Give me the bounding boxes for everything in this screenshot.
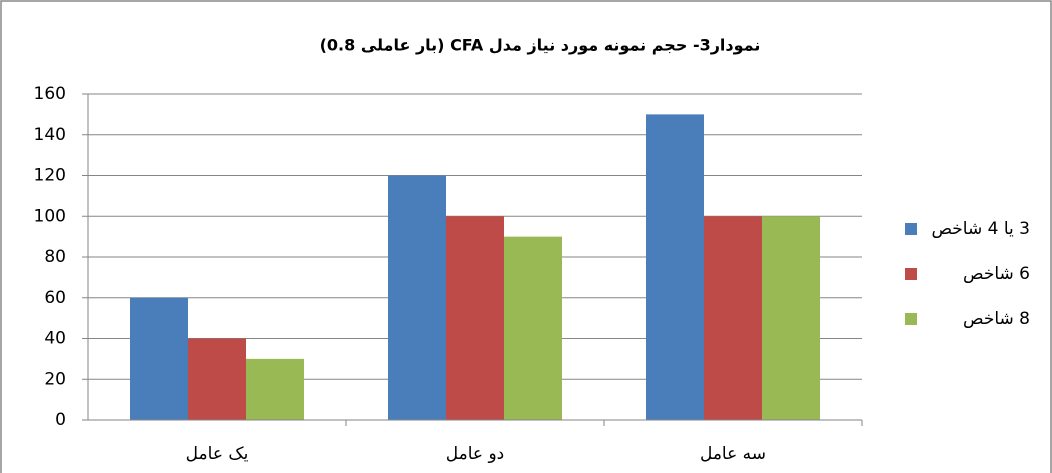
bar bbox=[504, 236, 562, 420]
legend-label: 6 شاخص bbox=[963, 264, 1030, 284]
x-tick-label: دو عامل bbox=[446, 444, 505, 464]
y-tick-label: 60 bbox=[44, 288, 66, 308]
bar bbox=[446, 216, 504, 420]
x-tick-label: یک عامل bbox=[186, 444, 249, 464]
legend-label: 3 یا 4 شاخص bbox=[931, 219, 1030, 239]
bar bbox=[646, 114, 704, 420]
bar bbox=[188, 338, 246, 420]
y-tick-label: 80 bbox=[44, 247, 66, 267]
y-tick-label: 40 bbox=[44, 329, 66, 349]
bar bbox=[762, 216, 820, 420]
x-tick-label: سه عامل bbox=[700, 444, 766, 464]
legend-swatch bbox=[905, 313, 917, 325]
bar bbox=[704, 216, 762, 420]
bar bbox=[388, 175, 446, 420]
legend-label: 8 شاخص bbox=[963, 309, 1030, 329]
chart-title: نمودار3- حجم نمونه مورد نیاز مدل CFA (با… bbox=[320, 36, 761, 55]
y-tick-label: 140 bbox=[34, 125, 66, 145]
bar bbox=[246, 358, 304, 420]
bar bbox=[130, 297, 188, 420]
legend-swatch bbox=[905, 223, 917, 235]
y-tick-label: 160 bbox=[34, 84, 66, 104]
legend-swatch bbox=[905, 268, 917, 280]
y-tick-label: 20 bbox=[44, 369, 66, 389]
y-tick-label: 0 bbox=[55, 410, 66, 430]
y-tick-label: 100 bbox=[34, 206, 66, 226]
y-tick-label: 120 bbox=[34, 166, 66, 186]
